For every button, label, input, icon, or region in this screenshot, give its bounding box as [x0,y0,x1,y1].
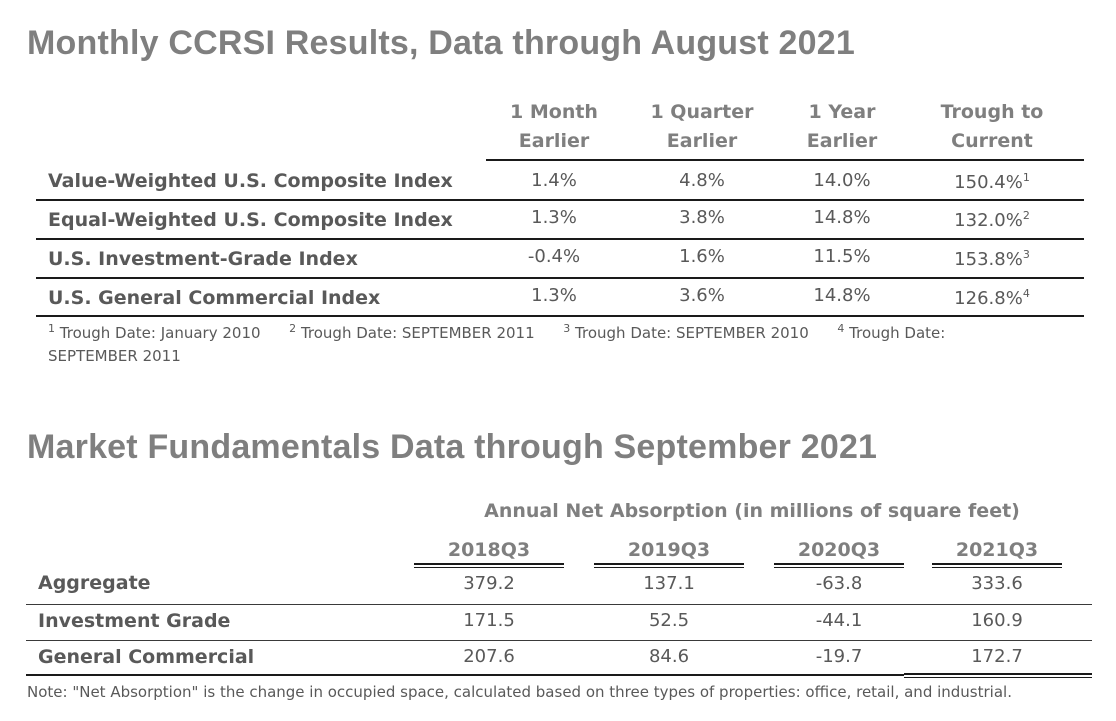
ccrsi-row-label: U.S. Investment-Grade Index [48,248,358,270]
row-rule [36,277,1084,279]
row-rule [36,315,1084,317]
ccrsi-cell: 3.8% [679,207,725,228]
col-header-double-rule [774,563,904,568]
fundamentals-cell: 379.2 [463,573,515,594]
fundamentals-cell: 171.5 [463,610,515,631]
footnote-text: Trough Date: January 2010 [59,324,261,342]
ccrsi-cell: 1.4% [531,170,577,191]
ccrsi-cell: 4.8% [679,170,725,191]
col-header-line2: Earlier [806,130,878,152]
ccrsi-cell: -0.4% [527,246,581,267]
footnote: 4 Trough Date: [837,322,946,342]
fundamentals-cell: 137.1 [643,573,695,594]
footnote-text: Trough Date: [849,324,946,342]
col-header-line1: Trough to [940,101,1044,123]
row-rule [36,238,1084,240]
ccrsi-row-label: U.S. General Commercial Index [48,287,381,309]
col-header-line2: Earlier [518,130,590,152]
fundamentals-cell: 172.7 [971,646,1023,667]
col-header-double-rule [594,563,744,568]
fundamentals-cell: 160.9 [971,610,1023,631]
fundamentals-cell: -19.7 [815,646,863,667]
footnote-text-continued: SEPTEMBER 2011 [48,347,181,365]
fundamentals-cell: 84.6 [648,646,690,667]
fundamentals-row-label: Investment Grade [38,610,231,632]
trough-value: 126.8% [954,288,1023,309]
ccrsi-col-header-1month: 1 Month Earlier [484,98,624,156]
ccrsi-col-header-1year: 1 Year Earlier [772,98,912,156]
footnote-marker: 2 [1022,209,1030,222]
ccrsi-cell: 1.3% [531,285,577,306]
fundamentals-cell: -63.8 [815,573,863,594]
ccrsi-row-label: Equal-Weighted U.S. Composite Index [48,209,453,231]
ccrsi-cell: 1.6% [679,246,725,267]
footnote-text: Trough Date: SEPTEMBER 2011 [300,324,535,342]
header-rule [486,159,1084,161]
col-header-line2: Earlier [666,130,738,152]
trough-value: 153.8% [954,249,1023,270]
footnote-marker: 3 [1022,248,1030,261]
col-header-line1: 1 Quarter [650,101,754,123]
footnote-marker: 1 [48,322,55,335]
footnote-text: Trough Date: SEPTEMBER 2010 [575,324,809,342]
footnote-marker: 3 [563,322,571,335]
ccrsi-title: Monthly CCRSI Results, Data through Augu… [27,24,855,62]
fundamentals-col-header: 2021Q3 [955,539,1039,561]
ccrsi-cell: 14.8% [813,207,871,228]
ccrsi-footnotes: 1 Trough Date: January 2010 2 Trough Dat… [48,322,1048,368]
col-header-line1: 1 Month [510,101,598,123]
fundamentals-col-header: 2020Q3 [797,539,881,561]
ccrsi-cell: 11.5% [813,246,871,267]
col-header-double-rule [932,563,1062,568]
ccrsi-col-header-1quarter: 1 Quarter Earlier [632,98,772,156]
ccrsi-cell-trough: 126.8%4 [922,288,1062,309]
row-rule [36,199,1084,201]
footnote-marker: 4 [837,322,845,335]
fundamentals-row-label: Aggregate [38,572,151,594]
row-rule [26,640,1092,641]
ccrsi-cell-trough: 150.4%1 [922,172,1062,193]
col-header-line2: Current [951,130,1033,152]
fundamentals-col-header: 2019Q3 [627,539,711,561]
ccrsi-cell: 3.6% [679,285,725,306]
ccrsi-cell: 1.3% [531,207,577,228]
ccrsi-cell-trough: 132.0%2 [922,210,1062,231]
footnote-marker: 2 [289,322,297,335]
fundamentals-cell: 52.5 [648,610,690,631]
ccrsi-cell: 14.8% [813,285,871,306]
table-bottom-rule [26,674,904,676]
fundamentals-cell: 207.6 [463,646,515,667]
ccrsi-cell: 14.0% [813,170,871,191]
ccrsi-cell-trough: 153.8%3 [922,249,1062,270]
col-header-double-rule [414,563,564,568]
fundamentals-row-label: General Commercial [38,646,255,668]
fundamentals-note: Note: "Net Absorption" is the change in … [27,683,1012,701]
col-header-line1: 1 Year [808,101,876,123]
fundamentals-cell: 333.6 [971,573,1023,594]
trough-value: 132.0% [954,210,1023,231]
ccrsi-row-label: Value-Weighted U.S. Composite Index [48,170,453,192]
footnote: 1 Trough Date: January 2010 [48,322,261,342]
footnote: 3 Trough Date: SEPTEMBER 2010 [563,322,809,342]
fundamentals-col-header: 2018Q3 [447,539,531,561]
row-rule [26,604,1092,605]
trough-value: 150.4% [954,172,1023,193]
ccrsi-col-header-trough: Trough to Current [922,98,1062,156]
fundamentals-title: Market Fundamentals Data through Septemb… [27,428,878,466]
footnote-marker: 4 [1022,287,1030,300]
table-bottom-double-rule [904,673,1092,678]
fundamentals-subtitle: Annual Net Absorption (in millions of sq… [484,500,1020,522]
footnote-marker: 1 [1022,171,1030,184]
fundamentals-cell: -44.1 [815,610,863,631]
footnote: 2 Trough Date: SEPTEMBER 2011 [289,322,535,342]
